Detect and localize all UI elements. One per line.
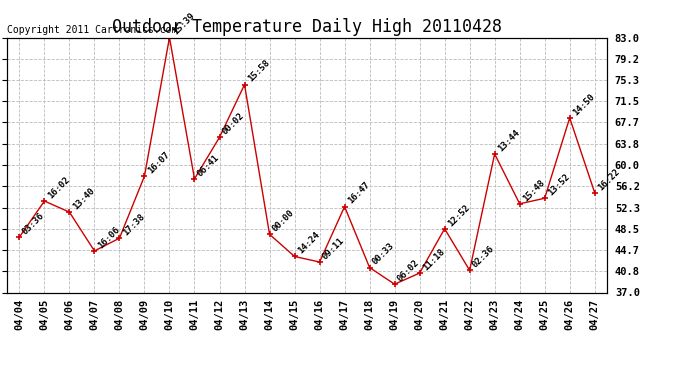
Text: 00:33: 00:33: [371, 242, 396, 267]
Text: 06:02: 06:02: [396, 258, 422, 284]
Title: Outdoor Temperature Daily High 20110428: Outdoor Temperature Daily High 20110428: [112, 18, 502, 36]
Text: 13:40: 13:40: [71, 186, 96, 211]
Text: Copyright 2011 Cartronics.com: Copyright 2011 Cartronics.com: [7, 25, 177, 35]
Text: 16:07: 16:07: [146, 150, 171, 175]
Text: 16:22: 16:22: [596, 166, 622, 192]
Text: 09:11: 09:11: [321, 236, 346, 261]
Text: 00:00: 00:00: [271, 208, 296, 234]
Text: 11:18: 11:18: [421, 247, 446, 272]
Text: 17:38: 17:38: [121, 212, 146, 237]
Text: 03:36: 03:36: [21, 211, 46, 236]
Text: 16:06: 16:06: [96, 225, 121, 250]
Text: 13:44: 13:44: [496, 128, 522, 153]
Text: 15:39: 15:39: [171, 11, 196, 37]
Text: 02:36: 02:36: [471, 244, 496, 270]
Text: 16:02: 16:02: [46, 175, 71, 200]
Text: 12:52: 12:52: [446, 202, 471, 228]
Text: 14:24: 14:24: [296, 230, 322, 256]
Text: 15:48: 15:48: [521, 178, 546, 203]
Text: 06:41: 06:41: [196, 153, 221, 178]
Text: 00:02: 00:02: [221, 111, 246, 136]
Text: 16:47: 16:47: [346, 180, 371, 206]
Text: 14:50: 14:50: [571, 92, 596, 117]
Text: 13:52: 13:52: [546, 172, 571, 198]
Text: 15:58: 15:58: [246, 58, 271, 84]
